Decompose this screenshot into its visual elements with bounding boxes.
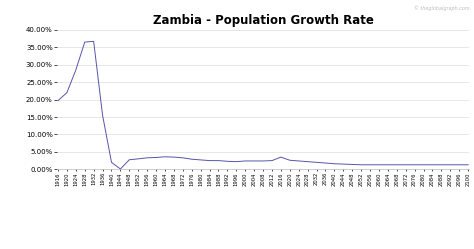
Title: Zambia - Population Growth Rate: Zambia - Population Growth Rate [153,14,374,27]
Text: © theglobalgraph.com: © theglobalgraph.com [414,5,469,11]
